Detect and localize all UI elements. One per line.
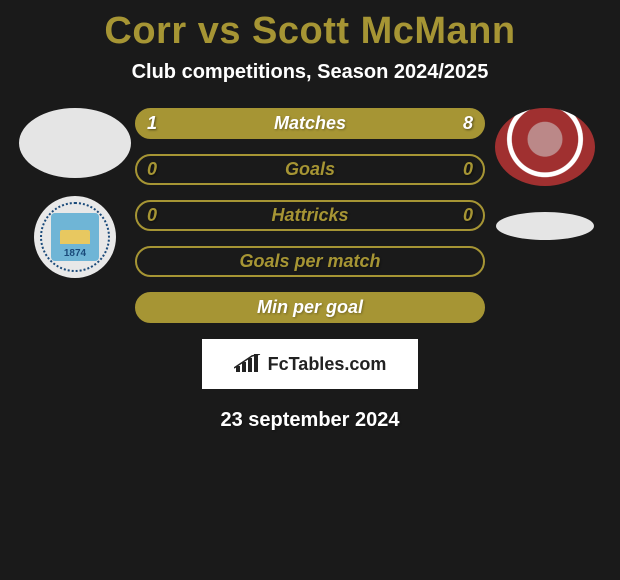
stat-bar: Goals per match [135, 246, 485, 277]
comparison-main: 1874 1 Matches 8 0 Goals 0 0 Hattricks 0 Goals pe… [0, 108, 620, 323]
stat-label: Min per goal [257, 297, 363, 318]
stat-value-right: 0 [463, 159, 473, 180]
page-subtitle: Club competitions, Season 2024/2025 [0, 61, 620, 84]
stat-label: Hattricks [271, 205, 348, 226]
footer-logo-text: FcTables.com [268, 354, 387, 375]
player-left-avatar [19, 108, 131, 178]
stat-bar: 1 Matches 8 [135, 108, 485, 139]
stat-value-right: 0 [463, 205, 473, 226]
player-left-club-badge: 1874 [34, 196, 116, 278]
player-right-column [485, 108, 605, 240]
stat-bar: 0 Hattricks 0 [135, 200, 485, 231]
chart-icon [234, 354, 262, 374]
player-left-column: 1874 [15, 108, 135, 278]
badge-ship-icon [60, 230, 90, 244]
stat-label: Matches [274, 113, 346, 134]
stat-value-right: 8 [463, 113, 473, 134]
player-right-club-badge [496, 212, 594, 240]
footer-date: 23 september 2024 [0, 409, 620, 432]
footer-logo[interactable]: FcTables.com [202, 339, 418, 389]
stat-label: Goals per match [239, 251, 380, 272]
stat-value-left: 0 [147, 205, 157, 226]
player-right-avatar [495, 108, 595, 186]
stat-label: Goals [285, 159, 335, 180]
page-title: Corr vs Scott McMann [0, 0, 620, 61]
stat-value-left: 1 [147, 113, 157, 134]
stat-value-left: 0 [147, 159, 157, 180]
stat-bar: Min per goal [135, 292, 485, 323]
badge-year: 1874 [64, 248, 86, 259]
stat-bar: 0 Goals 0 [135, 154, 485, 185]
stat-bars: 1 Matches 8 0 Goals 0 0 Hattricks 0 Goals per mat… [135, 108, 485, 323]
